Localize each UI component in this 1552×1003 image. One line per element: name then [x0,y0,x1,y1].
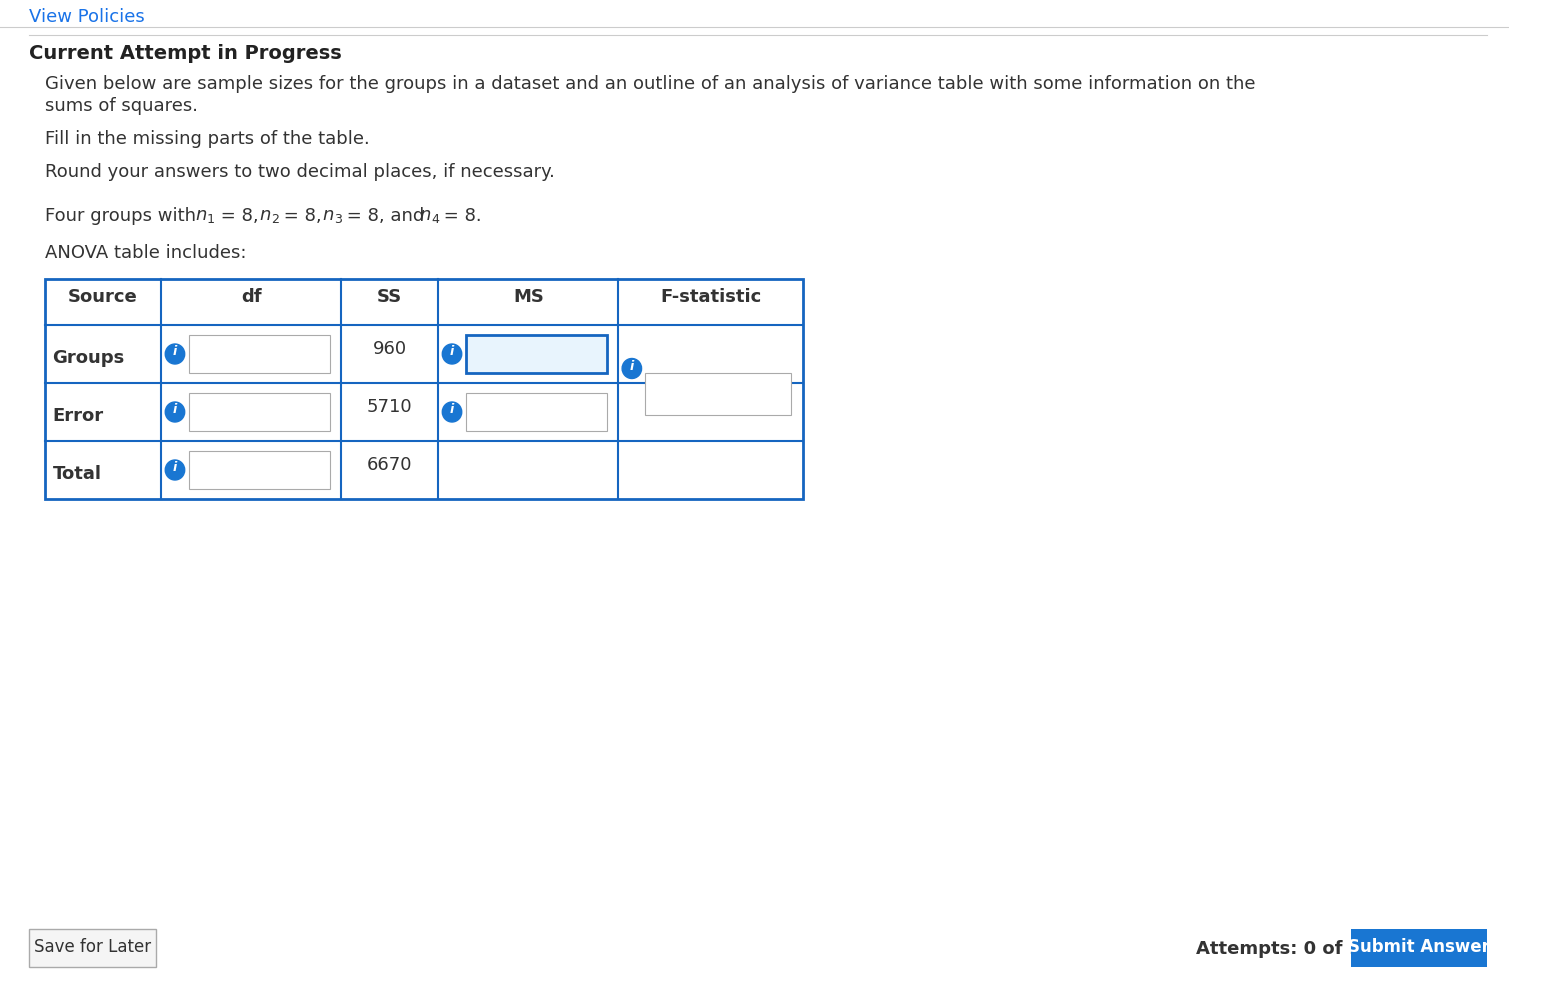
Text: 6670: 6670 [368,455,413,473]
Text: Groups: Groups [53,349,124,367]
Bar [1352,929,1487,967]
Text: Error: Error [53,406,104,424]
Text: i: i [450,345,455,358]
Text: Source: Source [68,288,138,306]
Text: = 8.: = 8. [438,207,483,225]
Bar [189,393,329,431]
Circle shape [622,359,641,379]
Text: i: i [172,461,177,474]
Text: $n_3$: $n_3$ [317,207,343,225]
Text: Save for Later: Save for Later [34,937,151,955]
Text: Attempts: 0 of 1 used: Attempts: 0 of 1 used [1195,939,1415,957]
Text: Total: Total [53,464,101,482]
Text: Four groups with: Four groups with [45,207,202,225]
Text: 5710: 5710 [366,397,413,415]
Text: Round your answers to two decimal places, if necessary.: Round your answers to two decimal places… [45,162,554,181]
Text: MS: MS [512,288,543,306]
Text: F-statistic: F-statistic [660,288,760,306]
Bar [466,393,607,431]
Circle shape [442,402,462,422]
Text: SS: SS [377,288,402,306]
Circle shape [165,345,185,365]
Text: Given below are sample sizes for the groups in a dataset and an outline of an an: Given below are sample sizes for the gro… [45,75,1256,93]
Text: $n_4$: $n_4$ [414,207,441,225]
Text: sums of squares.: sums of squares. [45,97,197,115]
Bar [189,451,329,489]
Text: = 8,: = 8, [278,207,321,225]
Text: i: i [450,403,455,416]
Text: View Policies: View Policies [29,8,144,26]
Text: Fill in the missing parts of the table.: Fill in the missing parts of the table. [45,129,369,147]
Bar [466,336,607,374]
Text: 3: 3 [197,340,208,358]
Bar [646,374,792,415]
Circle shape [442,345,462,365]
Text: $n_2$: $n_2$ [253,207,279,225]
Text: $n_1$: $n_1$ [196,207,216,225]
Bar [45,280,802,499]
Text: i: i [172,345,177,358]
Text: = 8,: = 8, [214,207,259,225]
Text: 960: 960 [372,340,407,358]
Text: df: df [241,288,262,306]
Text: i: i [172,403,177,416]
Circle shape [165,402,185,422]
Circle shape [165,460,185,480]
Text: Submit Answer: Submit Answer [1349,937,1490,955]
Text: = 8, and: = 8, and [341,207,424,225]
Bar [189,336,329,374]
Text: Current Attempt in Progress: Current Attempt in Progress [29,44,341,63]
Bar [29,929,155,967]
Text: ANOVA table includes:: ANOVA table includes: [45,244,247,262]
Text: i: i [630,360,633,373]
